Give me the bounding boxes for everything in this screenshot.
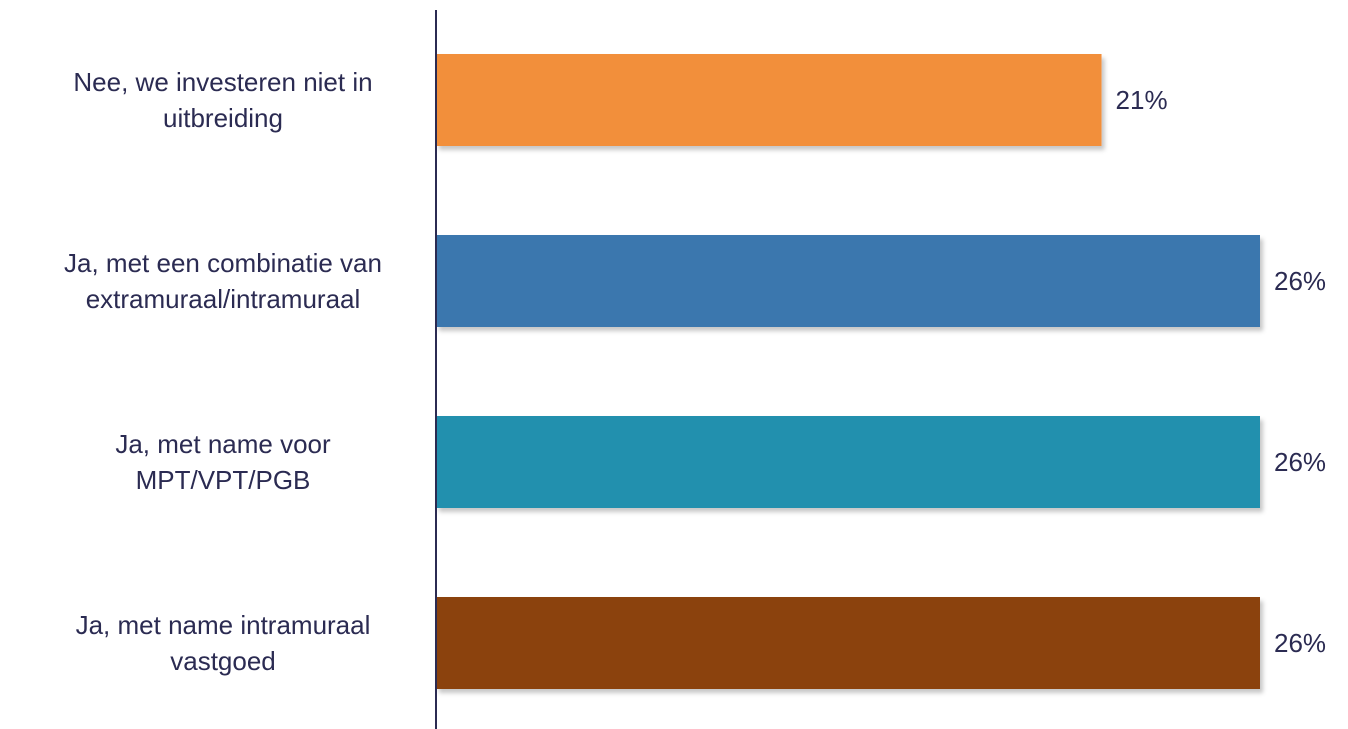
- category-label-1: Nee, we investeren niet in uitbreiding: [73, 67, 372, 133]
- category-label-2: Ja, met een combinatie van extramuraal/in…: [64, 248, 382, 314]
- category-label-line: uitbreiding: [163, 103, 283, 133]
- category-label-line: vastgoed: [170, 646, 276, 676]
- value-label-3: 26%: [1274, 447, 1326, 477]
- bar-4: [436, 597, 1260, 689]
- category-label-4: Ja, met name intramuraal vastgoed: [76, 610, 371, 676]
- value-label-1: 21%: [1116, 85, 1168, 115]
- bar-3: [436, 416, 1260, 508]
- bars-layer: 21% Nee, we investeren niet in uitbreiding…: [64, 54, 1326, 689]
- category-label-line: Ja, met name voor: [115, 429, 331, 459]
- category-label-line: Ja, met name intramuraal: [76, 610, 371, 640]
- category-label-line: Ja, met een combinatie van: [64, 248, 382, 278]
- bar-1: [436, 54, 1102, 146]
- bar-2: [436, 235, 1260, 327]
- category-label-3: Ja, met name voor MPT/VPT/PGB: [115, 429, 331, 495]
- value-label-4: 26%: [1274, 628, 1326, 658]
- category-label-line: Nee, we investeren niet in: [73, 67, 372, 97]
- value-label-2: 26%: [1274, 266, 1326, 296]
- category-label-line: extramuraal/intramuraal: [86, 284, 361, 314]
- category-label-line: MPT/VPT/PGB: [136, 465, 311, 495]
